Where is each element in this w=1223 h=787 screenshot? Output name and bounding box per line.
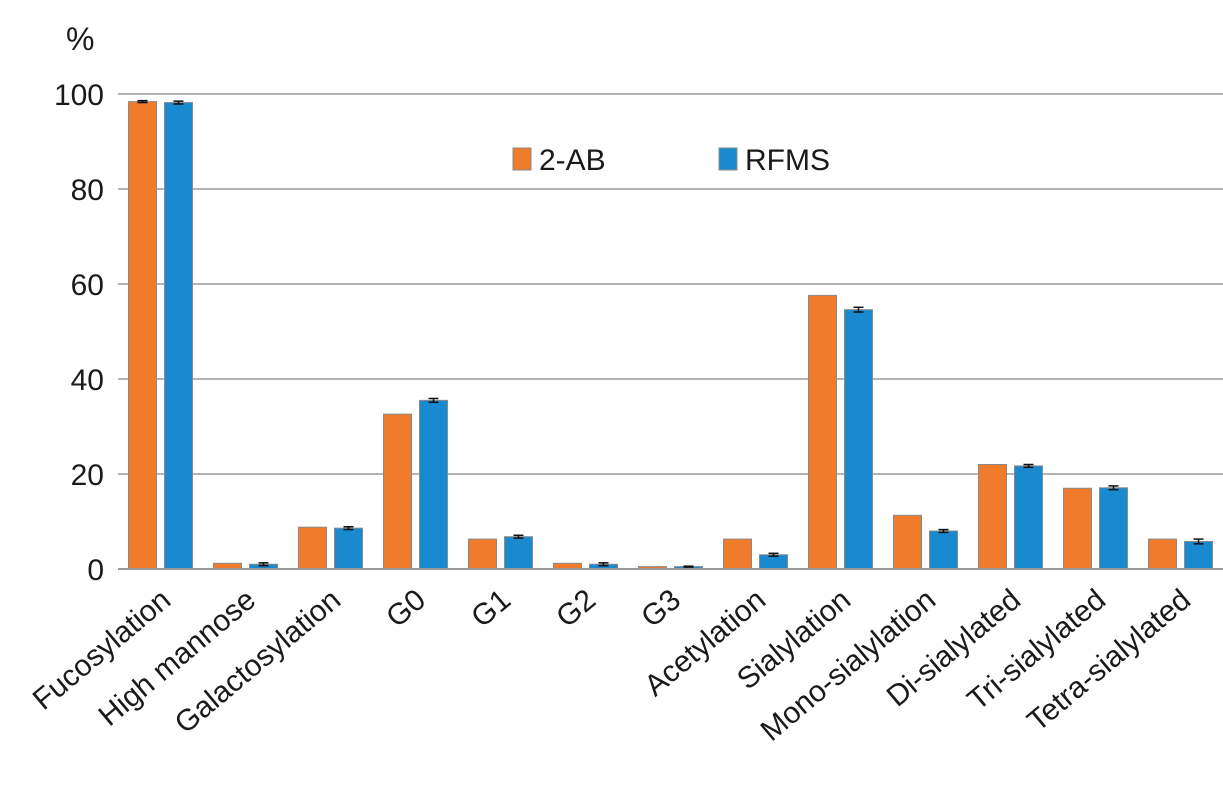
bar-2-ab-fucosylation — [128, 101, 157, 570]
bar-2-ab-g1 — [468, 538, 497, 570]
bar-2-ab-mono-sialylation — [893, 514, 922, 570]
bar-2-ab-g0 — [383, 413, 412, 570]
bar-2-ab-sialylation — [808, 294, 837, 570]
y-tick-label: 60 — [71, 269, 104, 302]
y-tick-label: 40 — [71, 364, 104, 397]
bar-2-ab-di-sialylated — [978, 464, 1007, 570]
bar-rfms-tetra-sialylated — [1184, 540, 1213, 570]
bars — [128, 99, 1213, 570]
bar-rfms-mono-sialylation — [929, 530, 958, 570]
x-category-label: G2 — [550, 583, 602, 634]
legend-swatch — [512, 147, 532, 171]
x-category-label: G0 — [380, 583, 432, 634]
bar-rfms-fucosylation — [164, 102, 193, 570]
bar-rfms-tri-sialylated — [1099, 487, 1128, 570]
bar-2-ab-tetra-sialylated — [1148, 538, 1177, 570]
legend-swatch — [718, 147, 738, 171]
y-tick-label: 100 — [54, 79, 104, 112]
y-tick-label: 0 — [87, 554, 104, 587]
x-category-label: G1 — [465, 583, 517, 634]
bar-rfms-sialylation — [844, 309, 873, 570]
bar-2-ab-galactosylation — [298, 526, 327, 570]
bar-2-ab-tri-sialylated — [1063, 487, 1092, 570]
bar-rfms-g1 — [504, 536, 533, 570]
bar-2-ab-acetylation — [723, 538, 752, 570]
y-axis-unit-label: % — [66, 21, 94, 57]
y-tick-label: 20 — [71, 459, 104, 492]
bar-rfms-galactosylation — [334, 527, 363, 570]
bar-rfms-g0 — [419, 399, 448, 570]
gridlines — [118, 93, 1223, 475]
legend-label: 2-AB — [539, 144, 606, 177]
y-tick-label: 80 — [71, 174, 104, 207]
x-category-label: G3 — [635, 583, 687, 634]
bar-rfms-di-sialylated — [1014, 465, 1043, 570]
y-axis-ticks: 0 20 40 60 80 100 — [54, 79, 104, 587]
legend: 2-AB RFMS — [512, 144, 830, 177]
legend-label: RFMS — [745, 144, 830, 177]
